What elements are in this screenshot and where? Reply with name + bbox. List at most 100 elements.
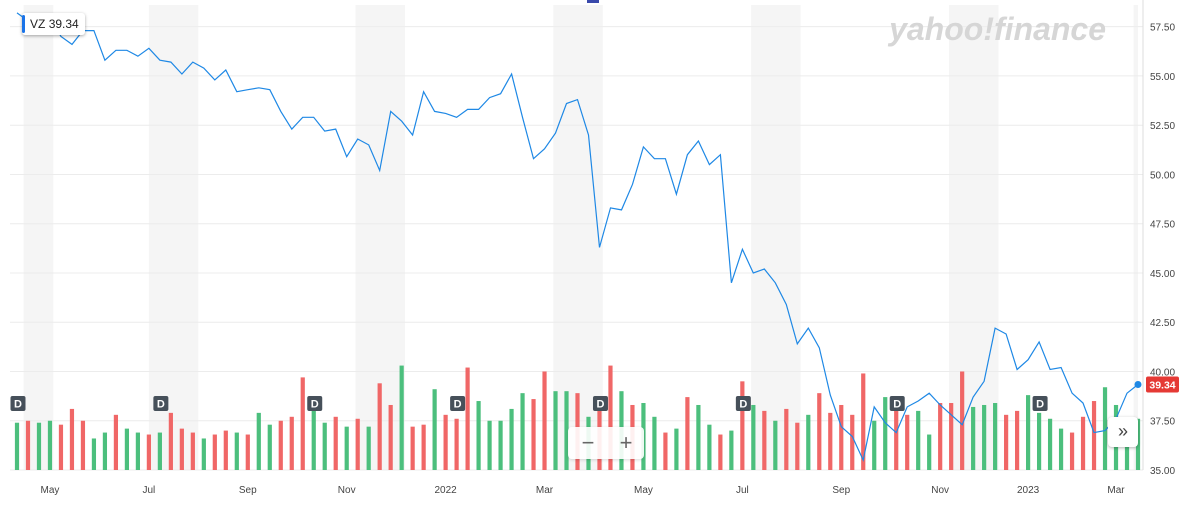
dividend-marker <box>592 396 608 411</box>
dividend-marker <box>10 396 26 411</box>
zoom-in-button[interactable]: + <box>619 430 633 455</box>
x-tick-label: Sep <box>832 485 850 496</box>
shaded-band <box>23 5 54 470</box>
volume-bar <box>663 432 668 470</box>
volume-bar <box>1058 428 1064 470</box>
dividend-marker <box>735 396 751 411</box>
zoom-out-button[interactable]: − <box>581 430 595 455</box>
volume-bar <box>102 432 108 470</box>
volume-bar <box>1069 432 1075 470</box>
y-tick-label: 37.50 <box>1150 417 1175 428</box>
dividend-marker-label: D <box>311 399 319 411</box>
shaded-band <box>148 5 199 470</box>
volume-bar <box>135 432 140 470</box>
y-tick-label: 40.00 <box>1150 367 1175 378</box>
y-tick-label: 57.50 <box>1150 23 1175 34</box>
volume-bar <box>729 430 734 470</box>
volume-bar <box>25 420 31 470</box>
volume-bar <box>289 416 294 470</box>
volume-bar <box>201 438 206 470</box>
y-tick-label: 52.50 <box>1150 121 1175 132</box>
volume-bar <box>465 367 470 470</box>
price-line <box>16 12 1139 463</box>
volume-bar <box>36 422 42 470</box>
ticker-label: VZ 39.34 <box>22 13 85 35</box>
volume-bar <box>234 432 239 470</box>
x-tick-label: Mar <box>1107 485 1125 496</box>
volume-bar <box>817 393 822 470</box>
volume-bar <box>14 422 20 470</box>
x-tick-label: Sep <box>239 485 257 496</box>
volume-bar <box>883 397 888 470</box>
volume-bar <box>1025 395 1031 470</box>
volume-bar <box>740 381 745 470</box>
volume-bar <box>806 414 811 470</box>
volume-bar <box>718 434 723 470</box>
volume-bar <box>982 404 987 470</box>
volume-bar <box>322 422 327 470</box>
volume-bar <box>146 434 151 470</box>
dividend-marker-label: D <box>1036 399 1044 411</box>
x-tick-label: 2022 <box>434 485 457 496</box>
volume-bar <box>938 403 943 470</box>
volume-bar <box>1036 412 1042 470</box>
volume-bar <box>542 371 547 470</box>
volume-bar <box>80 420 86 470</box>
volume-bar <box>421 424 426 470</box>
y-tick-label: 55.00 <box>1150 72 1175 83</box>
volume-bar <box>993 403 998 470</box>
volume-bar <box>949 403 954 470</box>
volume-bar <box>487 420 492 470</box>
volume-bar <box>190 432 195 470</box>
volume-bar <box>674 428 679 470</box>
volume-bar <box>608 365 613 470</box>
volume-bar <box>894 399 899 470</box>
volume-bar <box>58 424 64 470</box>
volume-bar <box>1102 387 1108 470</box>
volume-bar <box>916 410 921 470</box>
volume-bar <box>652 416 657 470</box>
volume-bar <box>91 438 97 470</box>
top-indicator <box>587 0 599 3</box>
volume-bar <box>278 420 283 470</box>
shaded-band <box>751 5 801 470</box>
dividend-marker <box>153 396 169 411</box>
volume-bar <box>377 383 382 470</box>
volume-bar <box>388 404 393 470</box>
volume-bar <box>751 404 756 470</box>
volume-bar <box>124 428 130 470</box>
x-tick-label: Jul <box>736 485 749 496</box>
y-tick-label: 45.00 <box>1150 269 1175 280</box>
volume-bar <box>707 424 712 470</box>
volume-bar <box>685 397 690 470</box>
volume-bar <box>784 408 789 470</box>
volume-bar <box>1091 401 1097 470</box>
volume-bar <box>344 426 349 470</box>
volume-bar <box>696 404 701 470</box>
volume-bar <box>157 432 162 470</box>
shaded-band <box>553 5 603 470</box>
volume-bar <box>355 418 360 470</box>
volume-bar <box>333 416 338 470</box>
last-point-marker <box>1134 380 1142 388</box>
x-tick-label: Nov <box>931 485 949 496</box>
volume-bar <box>509 408 514 470</box>
volume-bar <box>267 424 272 470</box>
volume-bar <box>564 391 569 470</box>
dividend-marker-label: D <box>157 399 165 411</box>
volume-bar <box>498 420 503 470</box>
scroll-forward-button[interactable]: » <box>1108 417 1138 447</box>
volume-bar <box>399 365 404 470</box>
dividend-marker-label: D <box>14 399 22 411</box>
volume-bar <box>410 426 415 470</box>
volume-bar <box>773 420 778 470</box>
dividend-marker <box>450 396 466 411</box>
y-tick-label: 35.00 <box>1150 466 1175 477</box>
volume-bar <box>839 404 844 470</box>
volume-bar <box>520 393 525 470</box>
x-tick-label: May <box>41 485 60 496</box>
ticker-symbol: VZ <box>30 17 46 31</box>
shaded-band <box>948 5 999 470</box>
